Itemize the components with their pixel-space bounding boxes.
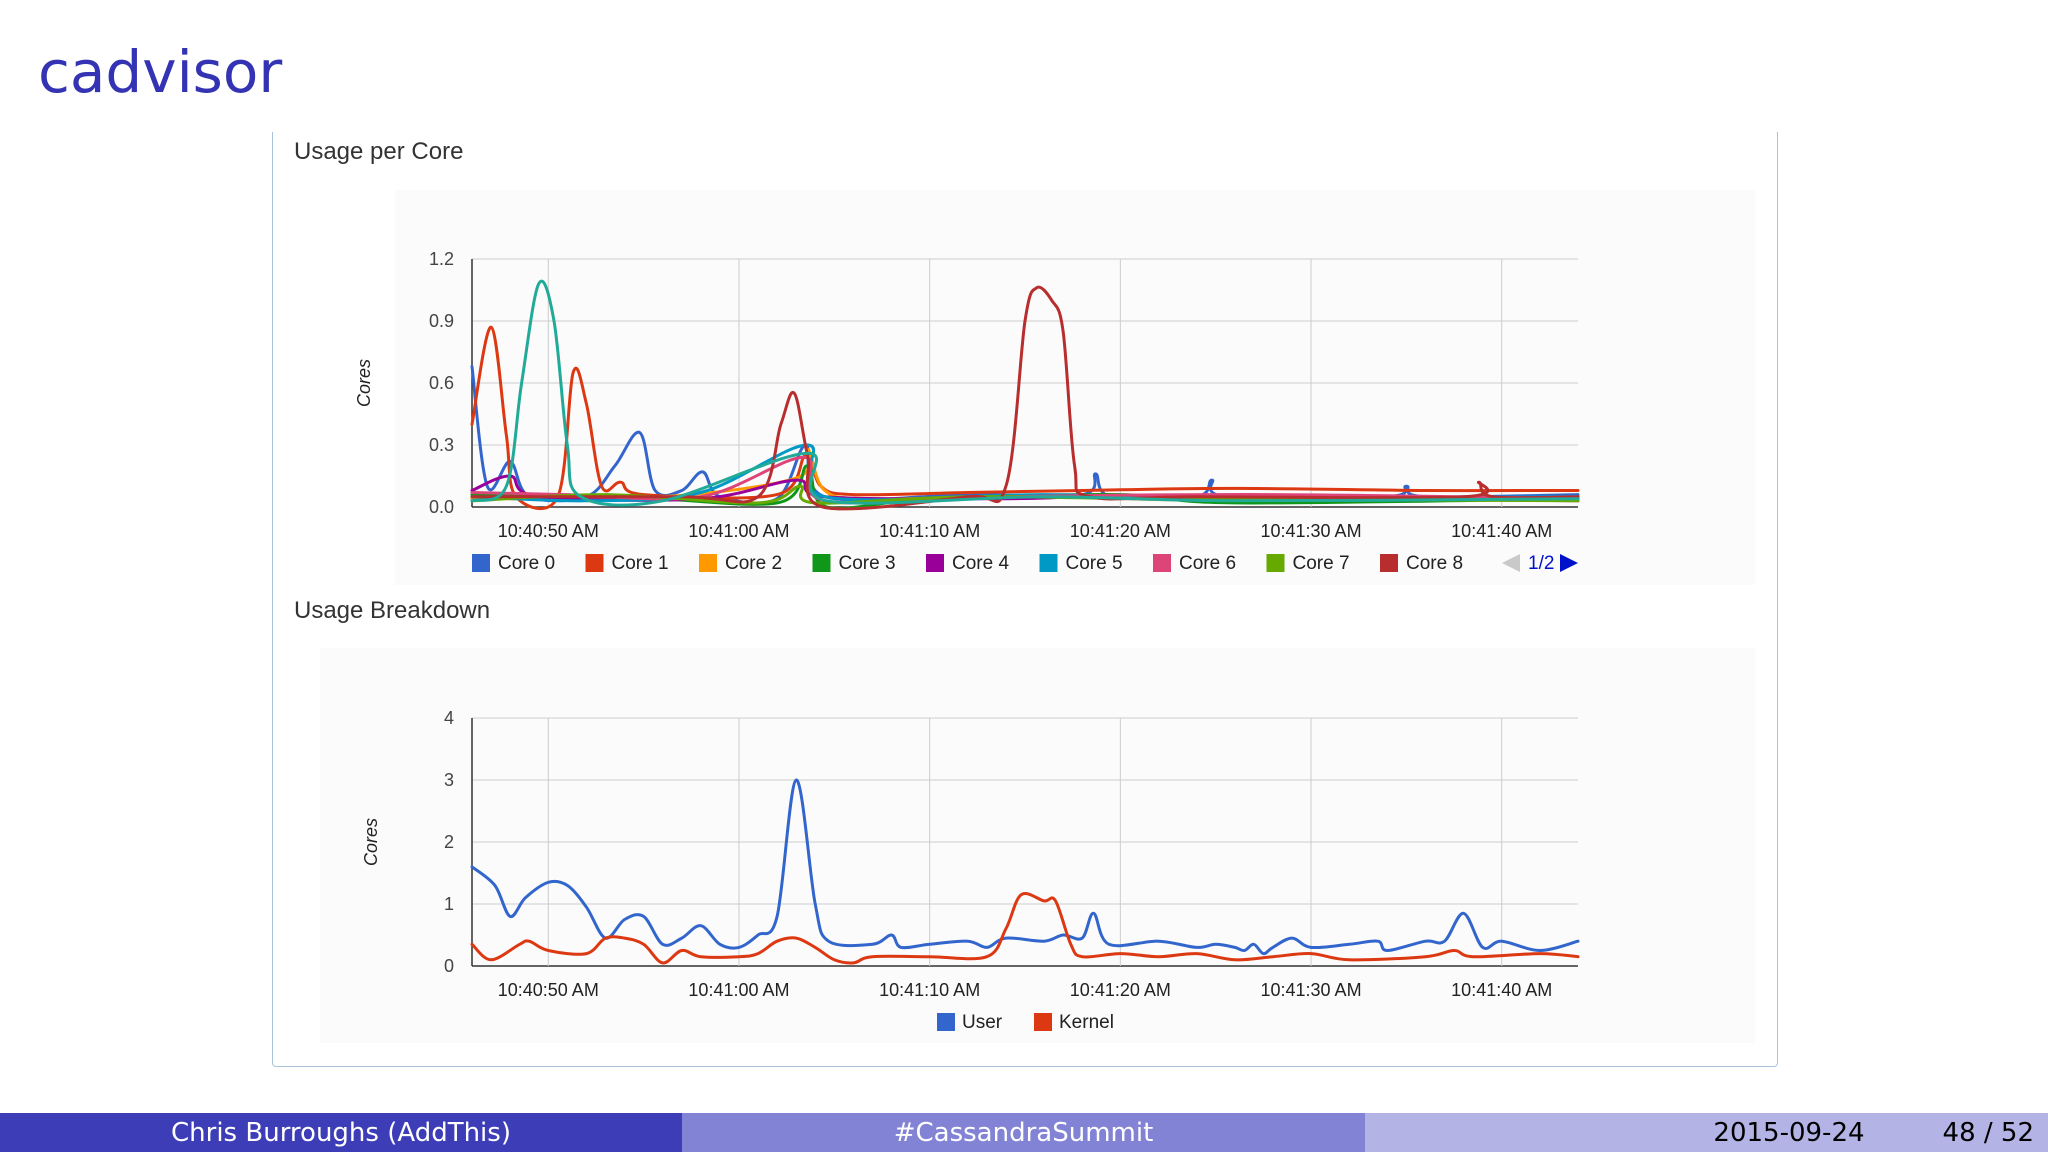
x-tick-label: 10:41:40 AM: [1451, 980, 1552, 1000]
x-tick-label: 10:41:20 AM: [1070, 980, 1171, 1000]
legend-label: Core 5: [1066, 553, 1123, 574]
chart-background: [395, 190, 1755, 585]
legend: Core 0 Core 1 Core 2 Core 3 Core 4 Core 5 Core…: [472, 553, 1578, 574]
legend-page-indicator: 1/2: [1528, 553, 1554, 574]
x-tick-label: 10:41:40 AM: [1451, 521, 1552, 541]
legend-label: Core 4: [952, 553, 1009, 574]
y-tick-label: 0.3: [429, 435, 454, 455]
footer-date: 2015-09-24: [1713, 1117, 1865, 1148]
legend-swatch: [699, 554, 717, 572]
y-tick-label: 0: [444, 956, 454, 976]
x-tick-label: 10:41:00 AM: [688, 980, 789, 1000]
usage-per-core-title: Usage per Core: [294, 138, 464, 165]
legend-label: Core 2: [725, 553, 782, 574]
legend-label: Kernel: [1059, 1012, 1114, 1033]
chart-usage-per-core: 0.0 0.3 0.6 0.9 1.2 10:40:50 AM 10:41:00 AM 10:…: [354, 190, 1755, 585]
y-tick-label: 3: [444, 770, 454, 790]
x-tick-label: 10:41:10 AM: [879, 980, 980, 1000]
y-axis-label: Cores: [361, 818, 381, 866]
legend-swatch: [1153, 554, 1171, 572]
legend: User Kernel: [937, 1012, 1114, 1033]
legend-label: Core 1: [612, 553, 669, 574]
x-tick-label: 10:41:30 AM: [1260, 980, 1361, 1000]
legend-swatch: [472, 554, 490, 572]
chart-background: [320, 648, 1755, 1043]
legend-swatch: [926, 554, 944, 572]
legend-label: Core 6: [1179, 553, 1236, 574]
legend-swatch: [585, 554, 604, 572]
legend-swatch: [1380, 554, 1398, 572]
series-line-kernel: [470, 892, 1580, 965]
legend-swatch: [1039, 554, 1058, 572]
y-tick-label: 0.9: [429, 311, 454, 331]
legend-label: Core 8: [1406, 553, 1463, 574]
legend-next-arrow-icon: [1560, 554, 1578, 572]
y-tick-label: 1: [444, 894, 454, 914]
series-line-core-9: [470, 279, 1580, 507]
usage-breakdown-title: Usage Breakdown: [294, 597, 491, 624]
x-tick-label: 10:41:10 AM: [879, 521, 980, 541]
series-line-core-8: [470, 285, 1580, 511]
footer-meta: 2015-09-24 48 / 52: [1365, 1113, 2048, 1152]
footer-bar: Chris Burroughs (AddThis) #CassandraSumm…: [0, 1113, 2048, 1152]
legend-label: Core 0: [498, 553, 555, 574]
footer-page-number: 48 / 52: [1942, 1117, 2034, 1148]
x-tick-label: 10:40:50 AM: [498, 521, 599, 541]
legend-swatch: [1266, 554, 1285, 572]
legend-label: User: [962, 1012, 1003, 1033]
y-tick-label: 0.6: [429, 373, 454, 393]
x-tick-label: 10:40:50 AM: [498, 980, 599, 1000]
footer-author: Chris Burroughs (AddThis): [0, 1113, 682, 1152]
legend-prev-arrow-icon: [1502, 554, 1520, 572]
y-tick-label: 0.0: [429, 497, 454, 517]
slide-title: cadvisor: [38, 38, 283, 106]
y-tick-label: 2: [444, 832, 454, 852]
legend-label: Core 7: [1293, 553, 1350, 574]
chart-usage-breakdown: 0 1 2 3 4 10:40:50 AM 10:41:00 AM 10:41:10 AM 10…: [320, 648, 1755, 1043]
series-line-user: [470, 778, 1580, 956]
x-tick-label: 10:41:00 AM: [688, 521, 789, 541]
y-tick-label: 1.2: [429, 249, 454, 269]
legend-swatch: [1034, 1013, 1052, 1031]
footer-event: #CassandraSummit: [682, 1113, 1365, 1152]
legend-label: Core 3: [839, 553, 896, 574]
legend-swatch: [937, 1013, 955, 1031]
legend-swatch: [812, 554, 831, 572]
y-axis-label: Cores: [354, 359, 374, 407]
x-tick-label: 10:41:20 AM: [1070, 521, 1171, 541]
x-tick-label: 10:41:30 AM: [1260, 521, 1361, 541]
y-tick-label: 4: [444, 708, 454, 728]
